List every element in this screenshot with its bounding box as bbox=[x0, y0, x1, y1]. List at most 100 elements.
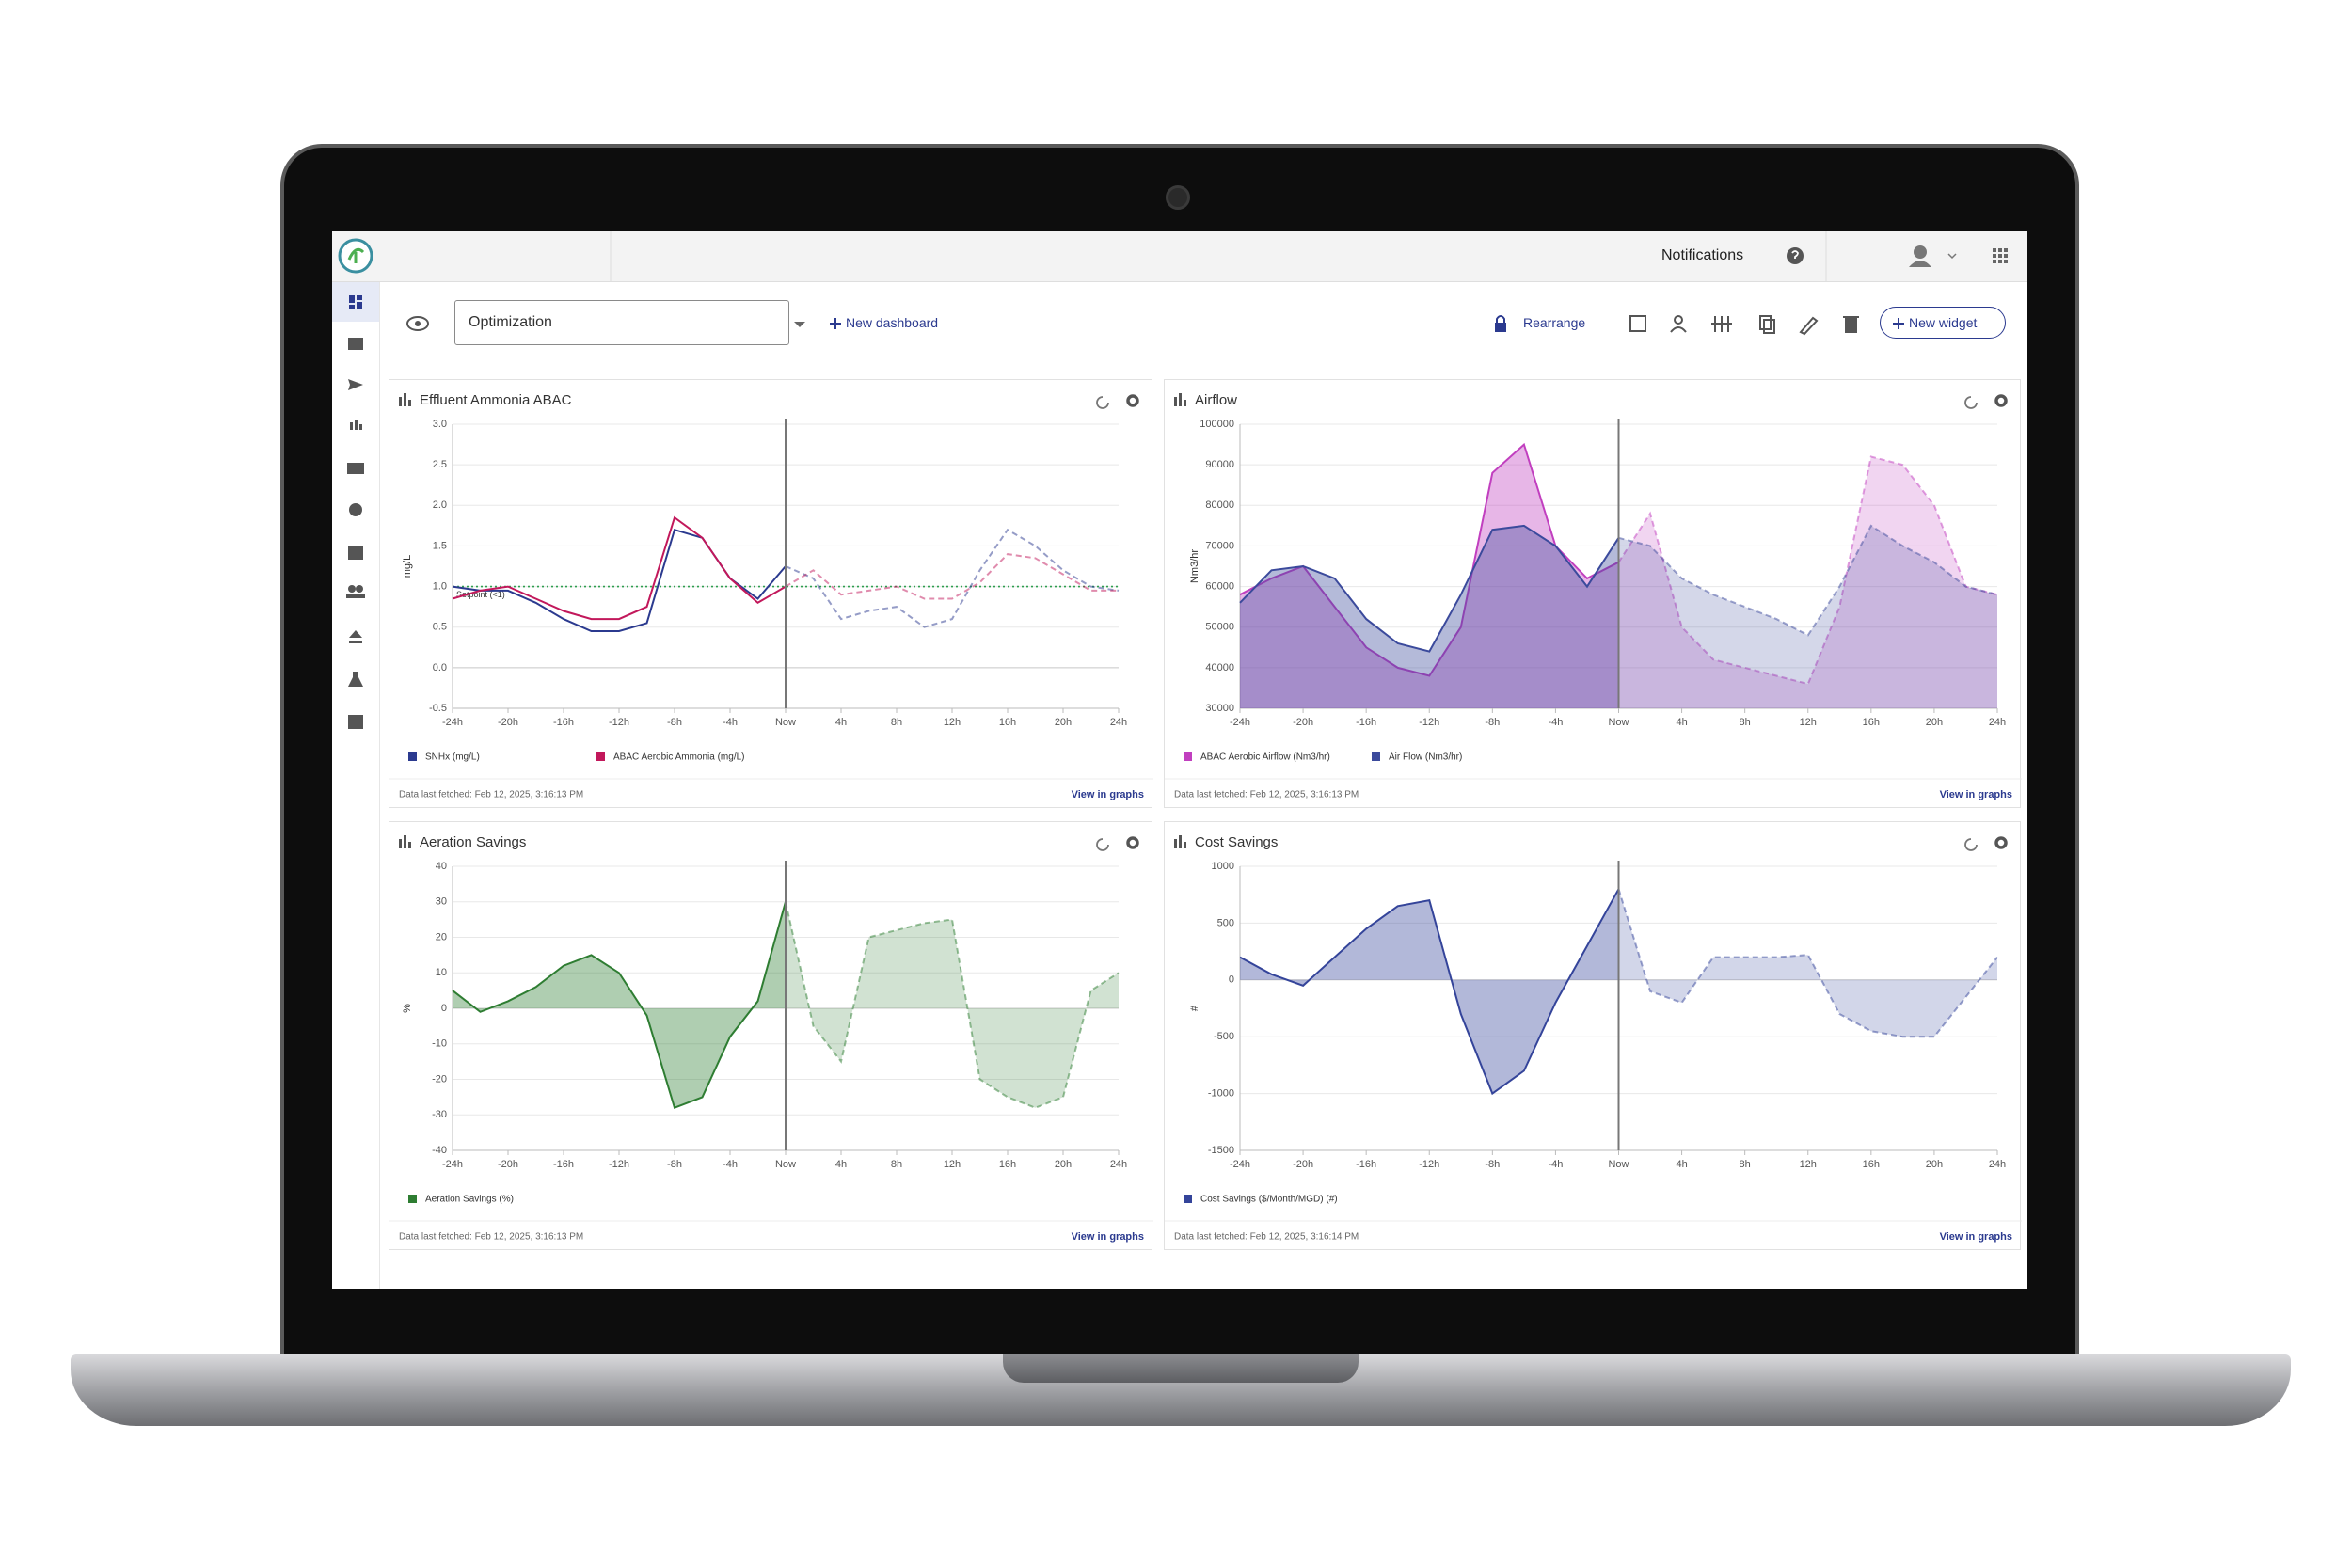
toolbar-icons bbox=[406, 315, 1904, 336]
y-tick-label: 90000 bbox=[1205, 459, 1234, 470]
chart: Effluent Ammonia ABAC -0.5 0.0 0.5 1.0 1.5 2.0… bbox=[389, 392, 1153, 800]
header: Notifications bbox=[332, 231, 2027, 282]
y-tick-label: 1.0 bbox=[433, 580, 447, 592]
view-link[interactable]: View in graphs bbox=[1940, 1231, 2012, 1243]
y-tick-label: -1000 bbox=[1208, 1088, 1234, 1100]
x-tick-label: -8h bbox=[1485, 1159, 1500, 1170]
screen: Notifications bbox=[332, 231, 2027, 1289]
x-tick-label: 20h bbox=[1926, 717, 1943, 728]
new-widget-button[interactable] bbox=[1880, 307, 2006, 339]
x-tick-label: 24h bbox=[1989, 1159, 2006, 1170]
x-tick-label: -20h bbox=[498, 717, 518, 728]
x-tick-label: 8h bbox=[891, 717, 902, 728]
legend-swatch[interactable] bbox=[408, 752, 417, 761]
avatar-caret[interactable] bbox=[1947, 253, 1957, 260]
y-tick-label: -0.5 bbox=[429, 703, 447, 714]
legend-label[interactable]: Aeration Savings (%) bbox=[425, 1195, 514, 1205]
x-tick-label: -20h bbox=[498, 1159, 518, 1170]
dashboard-select[interactable]: Optimization bbox=[454, 300, 789, 345]
series-line bbox=[1617, 455, 1998, 686]
footnote: Data last fetched: Feb 12, 2025, 3:16:13… bbox=[399, 790, 583, 800]
chart: Cost Savings -1500 -1000 -500 0 500 1000 # -24h -… bbox=[1165, 834, 2022, 1243]
legend-label[interactable]: Cost Savings ($/Month/MGD) (#) bbox=[1200, 1195, 1338, 1205]
action-icons[interactable] bbox=[1629, 315, 1859, 336]
avatar-head[interactable] bbox=[1914, 245, 1927, 259]
avatar-body bbox=[1909, 261, 1931, 267]
y-tick-label: 3.0 bbox=[433, 419, 447, 430]
refresh-icon[interactable] bbox=[1096, 396, 1109, 409]
refresh-icon[interactable] bbox=[1096, 838, 1109, 851]
legend-label[interactable]: SNHx (mg/L) bbox=[425, 752, 480, 763]
x-tick-label: -8h bbox=[667, 717, 682, 728]
area bbox=[1240, 889, 1619, 1094]
x-tick-label: 12h bbox=[1800, 717, 1817, 728]
logo-leaf bbox=[347, 247, 365, 263]
area bbox=[1240, 444, 1619, 708]
refresh-icon[interactable] bbox=[1964, 838, 1978, 851]
notifications[interactable]: Notifications bbox=[1661, 247, 1744, 263]
x-tick-label: -12h bbox=[609, 717, 629, 728]
apps-icon[interactable] bbox=[1993, 248, 2008, 263]
x-tick-label: -24h bbox=[442, 717, 463, 728]
series-line bbox=[452, 901, 787, 1110]
y-axis-label: mg/L bbox=[402, 555, 413, 578]
refresh-icon[interactable] bbox=[1964, 396, 1978, 409]
dashboard-icon[interactable] bbox=[349, 295, 362, 309]
y-tick-label: 0.5 bbox=[433, 622, 447, 633]
y-tick-label: -40 bbox=[432, 1145, 447, 1156]
legend-swatch[interactable] bbox=[408, 1195, 417, 1203]
legend-swatch[interactable] bbox=[1372, 752, 1380, 761]
y-tick-label: -30 bbox=[432, 1109, 447, 1120]
view-icon[interactable] bbox=[406, 316, 429, 331]
view-link[interactable]: View in graphs bbox=[1072, 1231, 1144, 1243]
rearrange[interactable]: Rearrange bbox=[1523, 315, 1586, 330]
nav-icons[interactable] bbox=[346, 338, 365, 729]
x-tick-label: -4h bbox=[1548, 1159, 1563, 1170]
y-tick-label: 30000 bbox=[1205, 703, 1234, 714]
view-pupil bbox=[415, 321, 421, 326]
widget: Airflow 30000 40000 50000 60000 70000 80000 900… bbox=[1164, 379, 2022, 808]
x-tick-label: 4h bbox=[835, 717, 847, 728]
dashboard-name: Optimization bbox=[469, 314, 552, 330]
new-widget[interactable]: New widget bbox=[1909, 315, 1978, 330]
y-tick-label: 20 bbox=[436, 931, 447, 942]
legend-swatch[interactable] bbox=[1184, 1195, 1192, 1203]
x-tick-label: -24h bbox=[1230, 1159, 1250, 1170]
x-tick-label: Now bbox=[775, 717, 796, 728]
settings-icon[interactable] bbox=[1126, 394, 1139, 407]
sidebar bbox=[332, 282, 380, 1289]
view-link[interactable]: View in graphs bbox=[1072, 789, 1144, 800]
lock-icon[interactable] bbox=[1495, 323, 1506, 332]
series-line bbox=[1239, 888, 1620, 1096]
x-tick-label: 12h bbox=[944, 1159, 961, 1170]
legend-label[interactable]: ABAC Aerobic Airflow (Nm3/hr) bbox=[1200, 752, 1330, 763]
settings-icon[interactable] bbox=[1994, 836, 2008, 849]
y-tick-label: 0 bbox=[441, 1003, 447, 1014]
chart-icon bbox=[399, 835, 411, 848]
view-link[interactable]: View in graphs bbox=[1940, 789, 2012, 800]
x-tick-label: Now bbox=[775, 1159, 796, 1170]
x-tick-label: 24h bbox=[1110, 1159, 1127, 1170]
legend-label[interactable]: Air Flow (Nm3/hr) bbox=[1389, 752, 1462, 763]
x-tick-label: -8h bbox=[667, 1159, 682, 1170]
settings-icon[interactable] bbox=[1994, 394, 2008, 407]
x-tick-label: 4h bbox=[1676, 717, 1687, 728]
x-tick-label: 4h bbox=[1676, 1159, 1687, 1170]
footnote: Data last fetched: Feb 12, 2025, 3:16:13… bbox=[399, 1232, 583, 1243]
select-caret[interactable] bbox=[794, 322, 805, 327]
legend-swatch[interactable] bbox=[1184, 752, 1192, 761]
x-tick-label: 24h bbox=[1989, 717, 2006, 728]
new-dashboard[interactable]: New dashboard bbox=[846, 315, 939, 330]
widget: Cost Savings -1500 -1000 -500 0 500 1000 # -24h -… bbox=[1164, 821, 2022, 1250]
x-tick-label: Now bbox=[1608, 1159, 1629, 1170]
legend-label[interactable]: ABAC Aerobic Ammonia (mg/L) bbox=[613, 752, 745, 763]
sidebar-icons bbox=[332, 282, 379, 729]
plus-icon[interactable] bbox=[830, 318, 841, 329]
y-tick-label: 80000 bbox=[1205, 499, 1234, 511]
settings-icon[interactable] bbox=[1126, 836, 1139, 849]
y-tick-label: 2.5 bbox=[433, 459, 447, 470]
legend-swatch[interactable] bbox=[596, 752, 605, 761]
x-tick-label: 16h bbox=[1863, 1159, 1880, 1170]
lock-shackle bbox=[1496, 315, 1505, 323]
header-icons bbox=[338, 231, 2008, 281]
